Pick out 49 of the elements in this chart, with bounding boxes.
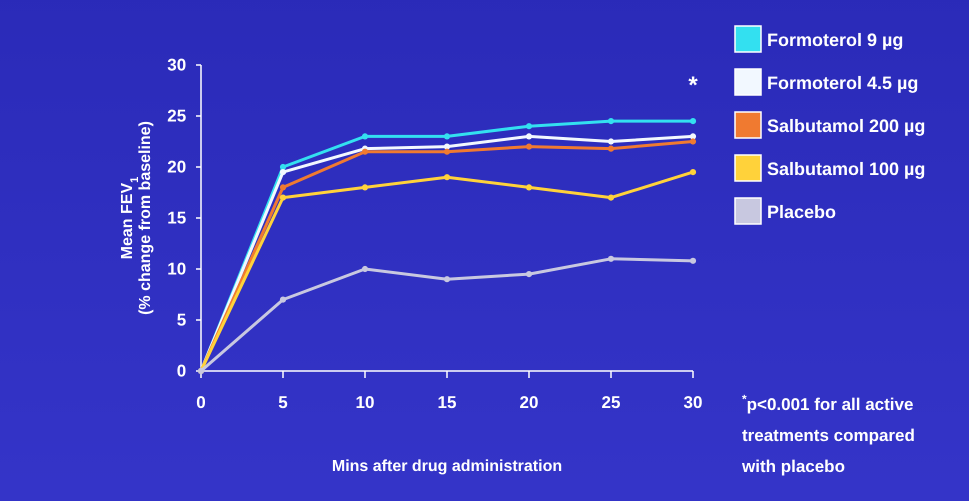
point [608, 118, 614, 124]
y-tick-label: 30 [167, 55, 186, 74]
y-tick-label: 5 [176, 310, 186, 330]
x-tick-label: 10 [356, 393, 374, 412]
x-tick-label: 25 [602, 393, 620, 412]
point [526, 184, 532, 190]
y-tick-label: 0 [176, 361, 186, 380]
point [280, 184, 286, 190]
annotation: * [688, 72, 698, 99]
point [526, 271, 532, 278]
point [690, 258, 696, 264]
point [608, 194, 614, 201]
legend-label: Formoterol 9 µg [767, 30, 904, 50]
point [526, 133, 532, 140]
text: $^{*}$p<0.001 for all active treatments compared with placebo [741, 392, 915, 476]
point [526, 123, 532, 130]
point [444, 174, 450, 180]
point [444, 148, 450, 155]
point [280, 194, 286, 201]
legend-label: Salbutamol 100 µg [767, 159, 926, 179]
x-tick-label: 5 [278, 393, 288, 412]
x-axis-title: Mins after drug administration [332, 458, 562, 475]
x-tick-label: 0 [196, 393, 206, 412]
point [362, 266, 368, 272]
point [444, 276, 450, 282]
point [608, 256, 614, 262]
point [362, 133, 368, 140]
point [362, 184, 368, 190]
x-tick-label: 20 [520, 393, 538, 412]
x-tick-label: 30 [684, 393, 702, 412]
legend-label: Salbutamol 200 µg [767, 116, 926, 136]
point [362, 148, 368, 155]
y-tick-label: 20 [167, 157, 186, 176]
point [280, 169, 286, 176]
point [608, 138, 614, 145]
y-tick-label: 25 [167, 106, 186, 126]
legend-label: Placebo [767, 202, 836, 222]
point [690, 138, 696, 145]
point [690, 118, 696, 124]
point [608, 146, 614, 152]
point [690, 169, 696, 176]
x-tick-label: 15 [438, 393, 456, 412]
y-tick-label: 10 [167, 259, 186, 278]
point [280, 164, 286, 170]
point [444, 133, 450, 140]
y-tick-label: 15 [167, 208, 186, 228]
legend-label: Formoterol 4.5 µg [767, 73, 918, 93]
point [526, 144, 532, 150]
point [280, 296, 286, 303]
